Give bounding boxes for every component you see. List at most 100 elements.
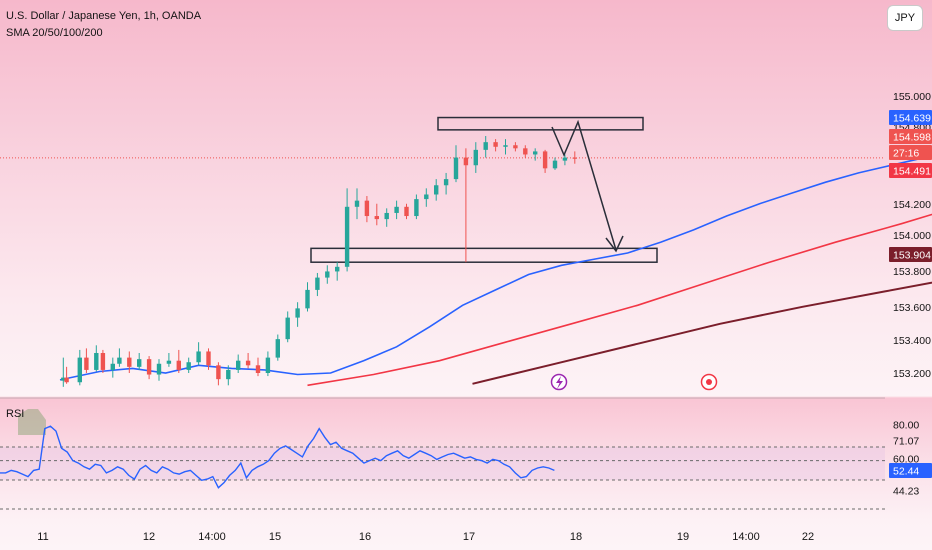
support-zone	[310, 247, 658, 263]
candle-body	[61, 377, 66, 381]
candle-body	[335, 266, 340, 272]
time-tick-label: 15	[269, 531, 281, 543]
rsi-label[interactable]: RSI	[6, 408, 25, 420]
candle-body	[117, 357, 122, 364]
candle-body	[453, 157, 459, 180]
candle-body	[305, 289, 310, 309]
time-tick-label: 18	[570, 531, 582, 543]
candle-body	[94, 352, 99, 370]
candle-body	[404, 206, 409, 217]
time-tick-label: 12	[143, 531, 155, 543]
rsi-tick-label: 44.23	[893, 486, 919, 498]
candle-body	[64, 377, 69, 383]
candle-body	[523, 148, 528, 155]
resistance-zone	[437, 116, 644, 131]
candle-body	[572, 157, 577, 159]
price-badge-label: 154.491	[893, 166, 931, 178]
time-tick-label: 16	[359, 531, 371, 543]
flash-icon	[556, 376, 563, 389]
time-tick-label: 22	[802, 531, 814, 543]
price-badge	[889, 129, 932, 144]
candle-body	[533, 151, 538, 155]
time-tick-label: 11	[37, 531, 48, 543]
rsi-tick-label: 80.00	[893, 420, 919, 432]
candle-body	[562, 157, 568, 161]
candle-body	[315, 277, 320, 290]
candle-body	[236, 360, 241, 370]
candle-body	[424, 194, 429, 200]
candle-body	[127, 357, 132, 367]
indicator-legend[interactable]: SMA 20/50/100/200	[6, 27, 103, 39]
candle-body	[364, 200, 370, 217]
price-tick-label: 154.200	[893, 199, 931, 211]
price-tick-label: 154.000	[893, 230, 931, 242]
rsi-value-label: 52.44	[893, 466, 919, 478]
price-badge-label: 154.598	[893, 132, 931, 144]
price-tick-label: 153.200	[893, 368, 931, 380]
price-badge-label: 153.904	[893, 250, 931, 262]
rsi-value-badge	[889, 463, 932, 478]
candle-body	[434, 185, 439, 195]
price-badge-label: 27:16	[893, 148, 919, 160]
candle-body	[186, 362, 191, 370]
price-badge	[889, 163, 932, 178]
candle-body	[414, 199, 419, 217]
main-price-pane	[0, 116, 932, 391]
candle-body	[374, 216, 379, 220]
candle-body	[513, 145, 518, 149]
price-axis: 155.000154.800154.200154.000153.800153.6…	[889, 91, 932, 498]
price-badge	[889, 145, 932, 160]
rsi-line	[0, 425, 555, 489]
price-tick-label: 155.000	[893, 91, 931, 103]
candle-body	[84, 357, 89, 370]
currency-button[interactable]: JPY	[887, 5, 923, 31]
event-icon	[706, 379, 712, 385]
time-tick-label: 17	[463, 531, 475, 543]
price-badge-label: 154.639	[893, 113, 931, 125]
candle-body	[443, 179, 449, 186]
candle-body	[394, 206, 399, 213]
candle-body	[196, 351, 201, 363]
time-tick-label: 14:00	[198, 531, 226, 543]
candle-body	[473, 149, 478, 166]
candle-body	[110, 363, 115, 370]
price-tick-label: 153.400	[893, 335, 931, 347]
candle-body	[226, 369, 231, 380]
candle-body	[255, 365, 261, 373]
price-badge	[889, 247, 932, 262]
candle-body	[344, 206, 350, 267]
candle-body	[483, 142, 488, 150]
time-tick-label: 14:00	[732, 531, 760, 543]
candle-body	[166, 360, 172, 364]
projection-path	[551, 119, 617, 251]
rsi-band	[0, 447, 885, 480]
rsi-overbought-fill	[18, 409, 46, 435]
rsi-tick-label: 60.00	[893, 454, 919, 466]
sma-50-line	[307, 213, 932, 387]
candle-body	[542, 151, 548, 169]
rsi-pane	[0, 397, 885, 510]
time-axis: 11 12 14:00 15 16 17 18 19 14:00 22	[37, 531, 814, 543]
candle-body	[325, 271, 330, 278]
candle-body	[156, 363, 162, 375]
candle-body	[176, 360, 181, 370]
symbol-title[interactable]: U.S. Dollar / Japanese Yen, 1h, OANDA	[6, 10, 202, 22]
time-tick-label: 19	[677, 531, 689, 543]
candle-body	[77, 357, 82, 383]
rsi-tick-label: 71.07	[893, 436, 919, 448]
candle-body	[216, 365, 221, 380]
price-badge	[889, 110, 932, 125]
candle-body	[245, 360, 251, 366]
candle-body	[206, 351, 211, 366]
price-tick-label: 153.800	[893, 266, 931, 278]
candle-body	[137, 359, 142, 367]
candle-body	[503, 145, 508, 147]
candle-body	[354, 200, 360, 207]
sma-100-line	[472, 281, 932, 385]
projection-arrowhead	[605, 235, 624, 253]
candle-body	[295, 308, 300, 318]
candle-body	[552, 160, 558, 169]
candle-body	[493, 142, 498, 147]
